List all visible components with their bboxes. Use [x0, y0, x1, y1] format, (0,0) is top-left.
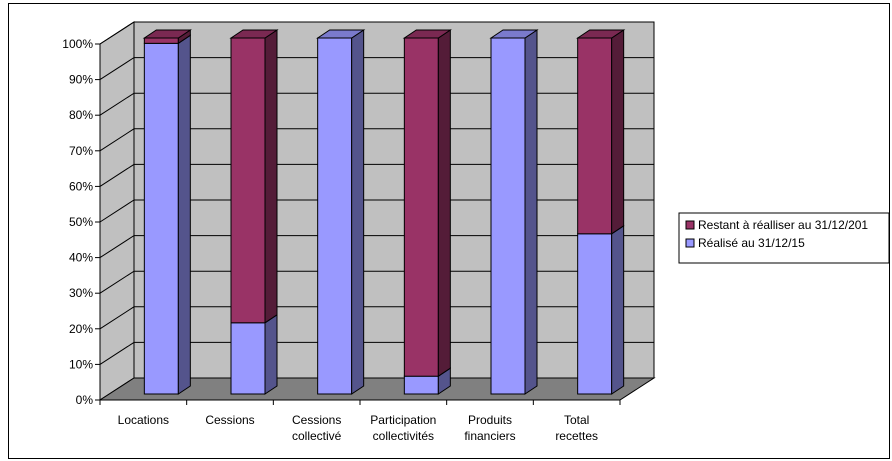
bar-segment [402, 29, 452, 378]
bar-front [143, 37, 179, 44]
x-tick-label: Produits [468, 413, 512, 427]
bar-front [577, 233, 613, 395]
bar-top [402, 29, 452, 39]
y-axis: 0% 10% 20% 30% 40% 50% 60% 70% 80% 90% 100% [62, 37, 101, 407]
x-tick-label: Locations [118, 413, 169, 427]
bar-front [403, 37, 439, 377]
x-tick-label: collectivé [292, 429, 342, 443]
y-tick-label: 0% [76, 393, 94, 407]
bars [142, 29, 626, 395]
bar-side [611, 224, 625, 395]
gridline [99, 341, 654, 365]
gridline [99, 270, 654, 294]
gridline [99, 21, 654, 45]
bar-top [316, 29, 366, 39]
bar-top [142, 29, 192, 39]
legend-box [678, 212, 890, 264]
gridlines [99, 21, 654, 365]
y-tick-label: 20% [69, 322, 93, 336]
gridline [99, 57, 654, 81]
bar-segment [230, 313, 278, 395]
y-tick-label: 60% [69, 179, 93, 193]
bar-top [229, 29, 279, 39]
bar-front [577, 37, 613, 235]
bar-front [317, 37, 353, 395]
bar-segment [316, 29, 366, 395]
gridline [99, 306, 654, 330]
bar-front [403, 375, 439, 395]
y-tick-label: 30% [69, 286, 93, 300]
bar-side [437, 29, 451, 378]
x-tick-label: Total [564, 413, 589, 427]
x-tick-label: Cessions [292, 413, 341, 427]
legend: Restant à réalliser au 31/12/201 Réalisé … [678, 212, 890, 264]
bar-segment [229, 29, 279, 324]
bar-front [230, 322, 266, 395]
x-tick-label: Participation [370, 413, 436, 427]
gridline [99, 92, 654, 116]
bar-side [351, 29, 365, 395]
gridline [99, 163, 654, 187]
gridline [99, 128, 654, 152]
y-tick-label: 100% [62, 37, 93, 51]
x-tick-label: Cessions [205, 413, 254, 427]
bar-segment [143, 34, 191, 395]
bar-side [524, 29, 538, 395]
x-tick-label: collectivités [373, 429, 434, 443]
x-tick-label: financiers [464, 429, 515, 443]
legend-swatch [685, 238, 695, 248]
bar-top [489, 29, 539, 39]
bar-segment [576, 29, 626, 235]
y-tick-label: 10% [69, 357, 93, 371]
x-tick-label: recettes [555, 429, 598, 443]
bar-side [177, 34, 191, 395]
bar-side [264, 29, 278, 324]
bar-segment [577, 224, 625, 395]
bar-front [490, 37, 526, 395]
bar-top [576, 29, 626, 39]
bar-front [230, 37, 266, 324]
y-tick-label: 50% [69, 215, 93, 229]
bar-side [264, 313, 278, 395]
gridline [99, 235, 654, 259]
x-axis: Locations Cessions Cessions collectivé Parti… [99, 399, 621, 443]
bar-side [611, 29, 625, 235]
gridline [99, 199, 654, 223]
y-tick-label: 40% [69, 251, 93, 265]
y-tick-label: 90% [69, 73, 93, 87]
bar-segment [489, 29, 539, 395]
bar-front [143, 42, 179, 395]
legend-swatch [685, 220, 695, 230]
legend-label: Restant à réalliser au 31/12/201 [698, 218, 868, 232]
y-tick-label: 70% [69, 144, 93, 158]
bar-segment [142, 29, 192, 45]
legend-label: Réalisé au 31/12/15 [698, 236, 805, 250]
y-tick-label: 80% [69, 108, 93, 122]
